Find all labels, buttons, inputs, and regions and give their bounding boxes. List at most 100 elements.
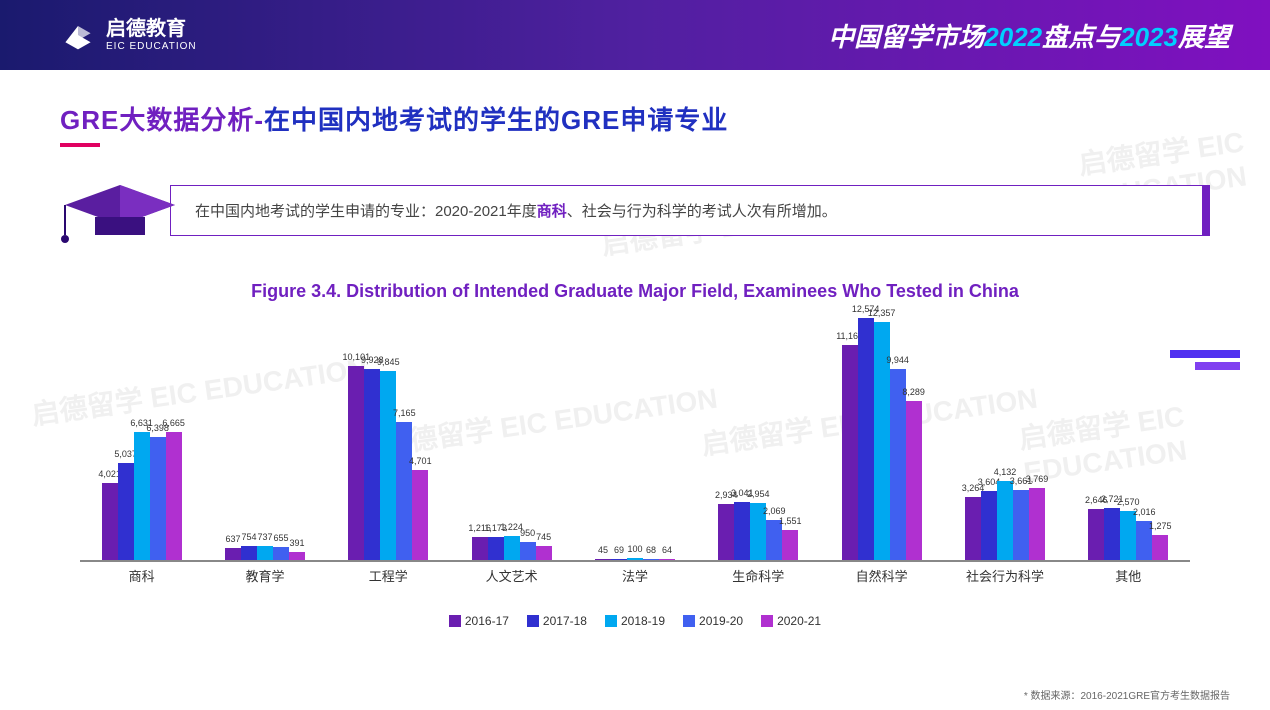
legend-swatch xyxy=(761,615,773,627)
chart-bar: 754 xyxy=(241,546,257,561)
chart-bar: 2,721 xyxy=(1104,508,1120,560)
category-label: 商科 xyxy=(129,566,155,585)
category-label: 工程学 xyxy=(369,566,408,585)
chart-group: 4,0215,0376,6316,3986,665商科 xyxy=(80,310,203,560)
legend-swatch xyxy=(527,615,539,627)
chart-bar: 4,701 xyxy=(412,470,428,560)
chart-bar: 45 xyxy=(595,559,611,560)
chart-group: 45691006864法学 xyxy=(573,310,696,560)
bar-value-label: 45 xyxy=(598,545,608,555)
bar-value-label: 9,944 xyxy=(886,355,909,365)
main-content: GRE大数据分析-在中国内地考试的学生的GRE申请专业 在中国内地考试的学生申请… xyxy=(0,70,1270,628)
bar-value-label: 68 xyxy=(646,545,656,555)
chart-bar: 2,570 xyxy=(1120,511,1136,560)
category-label: 社会行为科学 xyxy=(966,566,1044,585)
logo: 启德教育 EIC EDUCATION xyxy=(60,17,197,53)
title-underline xyxy=(60,143,100,147)
logo-text-en: EIC EDUCATION xyxy=(106,42,197,52)
chart-group: 11,16812,57412,3579,9448,289自然科学 xyxy=(820,310,943,560)
legend-item: 2020-21 xyxy=(761,614,821,628)
chart-bar: 745 xyxy=(536,546,552,560)
category-label: 教育学 xyxy=(245,566,284,585)
header-title-suffix: 展望 xyxy=(1178,22,1230,52)
chart-legend: 2016-17 2017-18 2018-19 2019-20 2020-21 xyxy=(60,614,1210,628)
legend-item: 2017-18 xyxy=(527,614,587,628)
chart-bar: 6,631 xyxy=(134,432,150,560)
bar-value-label: 64 xyxy=(662,545,672,555)
category-label: 人文艺术 xyxy=(486,566,538,585)
legend-swatch xyxy=(605,615,617,627)
header-title-mid: 盘点与 xyxy=(1042,22,1120,52)
legend-label: 2016-17 xyxy=(465,614,509,628)
callout-highlight: 商科 xyxy=(537,203,567,220)
legend-swatch xyxy=(683,615,695,627)
bar-value-label: 7,165 xyxy=(393,408,416,418)
callout-row: 在中国内地考试的学生申请的专业：2020-2021年度商科、社会与行为科学的考试… xyxy=(60,175,1210,245)
chart-bar: 3,041 xyxy=(734,502,750,560)
chart-bar: 2,934 xyxy=(718,504,734,560)
page-title-part1: GRE大数据分析- xyxy=(60,105,264,135)
chart: 4,0215,0376,6316,3986,665商科6377547376553… xyxy=(60,312,1210,612)
chart-bar: 737 xyxy=(257,546,273,560)
chart-group: 2,6462,7212,5702,0161,275其他 xyxy=(1067,310,1190,560)
chart-group: 10,1019,9289,8457,1654,701工程学 xyxy=(327,310,450,560)
chart-group: 637754737655391教育学 xyxy=(203,310,326,560)
legend-label: 2019-20 xyxy=(699,614,743,628)
chart-bar: 5,037 xyxy=(118,463,134,560)
chart-bar: 3,661 xyxy=(1013,490,1029,560)
category-label: 法学 xyxy=(622,566,648,585)
legend-label: 2018-19 xyxy=(621,614,665,628)
bar-value-label: 655 xyxy=(273,533,288,543)
graduation-cap-icon xyxy=(60,175,170,245)
bar-value-label: 69 xyxy=(614,545,624,555)
chart-bar: 100 xyxy=(627,558,643,560)
chart-bar: 3,264 xyxy=(965,497,981,560)
page-title-part2: 在中国内地考试的学生的GRE申请专业 xyxy=(264,105,728,135)
bar-value-label: 637 xyxy=(225,534,240,544)
bar-value-label: 12,357 xyxy=(868,308,896,318)
chart-plot: 4,0215,0376,6316,3986,665商科6377547376553… xyxy=(80,312,1190,562)
category-label: 其他 xyxy=(1115,566,1141,585)
legend-item: 2016-17 xyxy=(449,614,509,628)
bar-value-label: 2,016 xyxy=(1133,507,1156,517)
chart-bar: 4,021 xyxy=(102,483,118,560)
chart-bar: 12,574 xyxy=(858,318,874,560)
chart-bar: 64 xyxy=(659,559,675,560)
chart-group: 2,9343,0412,9542,0691,551生命科学 xyxy=(697,310,820,560)
category-label: 生命科学 xyxy=(732,566,784,585)
chart-bar: 655 xyxy=(273,547,289,560)
bar-value-label: 6,665 xyxy=(162,418,185,428)
legend-label: 2017-18 xyxy=(543,614,587,628)
chart-bar: 1,275 xyxy=(1152,535,1168,560)
chart-bar: 9,845 xyxy=(380,371,396,560)
callout-post: 、社会与行为科学的考试人次有所增加。 xyxy=(567,203,837,220)
bar-value-label: 2,570 xyxy=(1117,497,1140,507)
bar-value-label: 737 xyxy=(257,532,272,542)
bar-value-label: 1,551 xyxy=(779,516,802,526)
bar-value-label: 9,845 xyxy=(377,357,400,367)
bar-value-label: 754 xyxy=(241,532,256,542)
chart-bar: 6,398 xyxy=(150,437,166,560)
chart-bar: 10,101 xyxy=(348,366,364,560)
legend-item: 2018-19 xyxy=(605,614,665,628)
header-title-year1: 2022 xyxy=(984,22,1042,52)
bar-value-label: 745 xyxy=(536,532,551,542)
bar-value-label: 3,769 xyxy=(1026,474,1049,484)
chart-bar: 1,224 xyxy=(504,536,520,560)
bar-value-label: 4,701 xyxy=(409,456,432,466)
category-label: 自然科学 xyxy=(856,566,908,585)
chart-bar: 637 xyxy=(225,548,241,560)
chart-bar: 950 xyxy=(520,542,536,560)
chart-bar: 68 xyxy=(643,559,659,560)
bar-value-label: 950 xyxy=(520,528,535,538)
chart-group: 1,2161,1731,224950745人文艺术 xyxy=(450,310,573,560)
source-note: * 数据来源：2016-2021GRE官方考生数据报告 xyxy=(1024,687,1230,702)
chart-bar: 3,604 xyxy=(981,491,997,560)
chart-bar: 69 xyxy=(611,559,627,560)
bar-value-label: 1,275 xyxy=(1149,521,1172,531)
chart-bar: 4,132 xyxy=(997,481,1013,560)
chart-bar: 1,216 xyxy=(472,537,488,560)
header-title-prefix: 中国留学市场 xyxy=(828,22,984,52)
bar-value-label: 8,289 xyxy=(902,387,925,397)
chart-bar: 11,168 xyxy=(842,345,858,560)
